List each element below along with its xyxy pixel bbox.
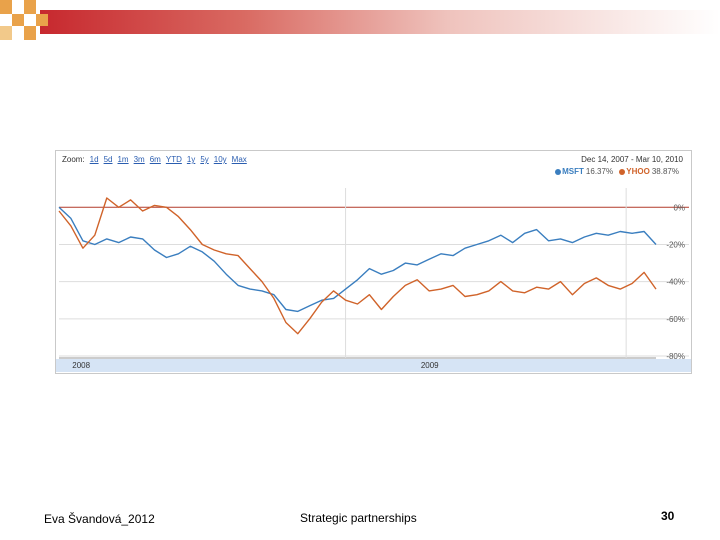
y-tick-label: -60% [666, 315, 685, 324]
x-axis-band [56, 359, 691, 372]
zoom-option-ytd[interactable]: YTD [165, 155, 182, 164]
y-tick-label: -20% [666, 240, 685, 249]
zoom-option-6m[interactable]: 6m [149, 155, 161, 164]
chart-legend: MSFT 16.37% YHOO 38.87% [555, 167, 683, 176]
legend-msft-dot [555, 168, 562, 175]
series-line-yhoo [58, 197, 657, 335]
y-tick-label: 0% [673, 203, 685, 212]
footer-page-number: 30 [661, 509, 675, 523]
legend-yhoo-value: 38.87% [651, 167, 679, 176]
zoom-option-3m[interactable]: 3m [133, 155, 145, 164]
zoom-label: Zoom: [62, 155, 85, 164]
legend-msft-value: 16.37% [585, 167, 614, 176]
x-tick-label: 2008 [72, 361, 90, 370]
header-gradient-band [40, 10, 720, 34]
y-tick-label: -40% [666, 278, 685, 287]
zoom-option-5d[interactable]: 5d [103, 155, 113, 164]
zoom-option-1y[interactable]: 1y [186, 155, 196, 164]
chart-plot-area: 0% -20% -40% -60% -80% 2008 2009 [56, 188, 691, 372]
zoom-option-1d[interactable]: 1d [89, 155, 99, 164]
zoom-option-5y[interactable]: 5y [200, 155, 209, 164]
zoom-option-1m[interactable]: 1m [117, 155, 129, 164]
zoom-option-10y[interactable]: 10y [213, 155, 227, 164]
footer-author: Eva Švandová_2012 [44, 512, 155, 526]
zoom-option-max[interactable]: Max [231, 155, 247, 164]
legend-msft-name[interactable]: MSFT [562, 167, 584, 176]
series-line-msft [58, 206, 657, 313]
zoom-bar: Zoom: 1d 5d 1m 3m 6m YTD 1y 5y 10y Max [62, 155, 247, 164]
date-range-label: Dec 14, 2007 - Mar 10, 2010 [581, 155, 683, 164]
x-tick-label: 2009 [421, 361, 439, 370]
stock-comparison-chart: 0% -20% -40% -60% -80% 2008 2009 Zoom: 1d 5d 1… [55, 150, 692, 374]
y-tick-label: -80% [666, 352, 685, 361]
legend-yhoo-dot [619, 168, 626, 175]
footer-title: Strategic partnerships [300, 511, 417, 525]
legend-yhoo-name[interactable]: YHOO [626, 167, 650, 176]
